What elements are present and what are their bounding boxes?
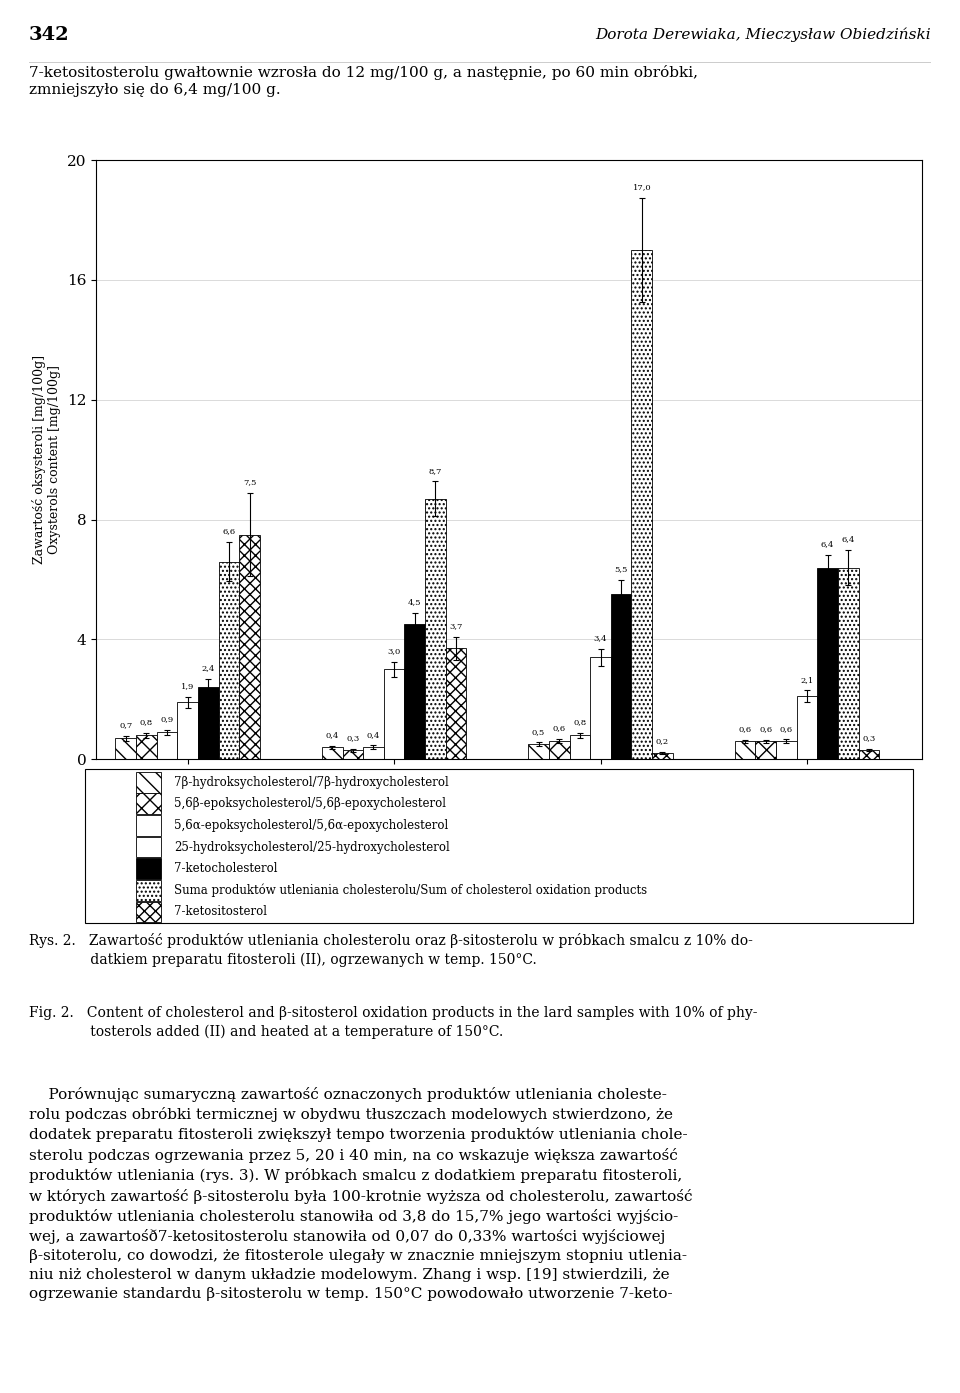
Bar: [734, 741, 756, 759]
X-axis label: Czas obróbki termicznej [minuty]
Time of thermal processing [minutes]: Czas obróbki termicznej [minuty] Time of…: [375, 791, 642, 822]
Bar: [858, 751, 879, 759]
Text: 2,4: 2,4: [202, 664, 215, 673]
Text: 5,6β-epoksycholesterol/5,6β-epoxycholesterol: 5,6β-epoksycholesterol/5,6β-epoxycholest…: [174, 797, 446, 811]
Bar: [838, 567, 858, 759]
Bar: [425, 499, 445, 759]
Bar: [549, 741, 569, 759]
Text: 0,3: 0,3: [347, 734, 359, 742]
Text: 6,6: 6,6: [223, 528, 235, 535]
Text: 7-ketositosterolu gwałtownie wzrosła do 12 mg/100 g, a następnie, po 60 min obró: 7-ketositosterolu gwałtownie wzrosła do …: [29, 65, 698, 96]
Bar: [136, 736, 156, 759]
Bar: [198, 687, 219, 759]
Text: 0,4: 0,4: [325, 731, 339, 740]
Text: 6,4: 6,4: [821, 540, 834, 549]
Bar: [404, 624, 425, 759]
Text: 7,5: 7,5: [243, 478, 256, 486]
Bar: [156, 733, 178, 759]
Text: 0,6: 0,6: [759, 726, 772, 733]
Text: 0,4: 0,4: [367, 731, 380, 738]
Text: 0,8: 0,8: [140, 719, 153, 726]
Text: 342: 342: [29, 26, 69, 43]
Bar: [322, 747, 343, 759]
Bar: [611, 595, 632, 759]
Text: 7β-hydroksycholesterol/7β-hydroxycholesterol: 7β-hydroksycholesterol/7β-hydroxycholest…: [174, 776, 448, 788]
Text: 3,4: 3,4: [594, 634, 608, 642]
Bar: [776, 741, 797, 759]
Bar: [756, 741, 776, 759]
Bar: [136, 772, 161, 793]
Bar: [136, 815, 161, 836]
Text: 2,1: 2,1: [801, 676, 813, 684]
Text: Dorota Derewiaka, Mieczysław Obiedziński: Dorota Derewiaka, Mieczysław Obiedziński: [595, 28, 931, 42]
Bar: [445, 648, 467, 759]
Bar: [178, 702, 198, 759]
Text: Fig. 2.   Content of cholesterol and β-sitosterol oxidation products in the lard: Fig. 2. Content of cholesterol and β-sit…: [29, 1006, 757, 1039]
Bar: [569, 736, 590, 759]
Text: 0,6: 0,6: [738, 726, 752, 733]
Bar: [136, 880, 161, 901]
Text: 7-ketositosterol: 7-ketositosterol: [174, 905, 267, 918]
Text: 3,7: 3,7: [449, 623, 463, 631]
Bar: [384, 669, 404, 759]
Bar: [239, 535, 260, 759]
Text: Suma produktów utleniania cholesterolu/Sum of cholesterol oxidation products: Suma produktów utleniania cholesterolu/S…: [174, 883, 647, 897]
Bar: [136, 858, 161, 879]
Bar: [343, 751, 363, 759]
Bar: [219, 561, 239, 759]
Text: 0,7: 0,7: [119, 722, 132, 730]
Text: 25-hydroksycholesterol/25-hydroxycholesterol: 25-hydroksycholesterol/25-hydroxycholest…: [174, 840, 449, 854]
Y-axis label: Zawartość oksysteroli [mg/100g]
Oxysterols content [mg/100g]: Zawartość oksysteroli [mg/100g] Oxystero…: [33, 355, 61, 564]
Bar: [528, 744, 549, 759]
Text: 0,8: 0,8: [573, 717, 587, 726]
Bar: [136, 837, 161, 858]
Text: 6,4: 6,4: [842, 535, 855, 543]
Text: 0,9: 0,9: [160, 715, 174, 723]
Bar: [136, 901, 161, 922]
Text: 7-ketocholesterol: 7-ketocholesterol: [174, 862, 277, 875]
Text: 4,5: 4,5: [408, 599, 421, 606]
Text: 17,0: 17,0: [633, 182, 651, 191]
Bar: [115, 738, 136, 759]
Text: 5,6α-epoksycholesterol/5,6α-epoxycholesterol: 5,6α-epoksycholesterol/5,6α-epoxycholest…: [174, 819, 448, 832]
Text: 0,6: 0,6: [780, 724, 793, 733]
Text: 0,2: 0,2: [656, 737, 669, 745]
Text: Porównując sumaryczną zawartość oznaczonych produktów utleniania choleste-
rolu : Porównując sumaryczną zawartość oznaczon…: [29, 1087, 692, 1301]
Bar: [652, 754, 673, 759]
Bar: [363, 747, 384, 759]
FancyBboxPatch shape: [85, 769, 913, 924]
Text: 0,5: 0,5: [532, 727, 545, 736]
Text: 5,5: 5,5: [614, 566, 628, 574]
Text: Rys. 2.   Zawartość produktów utleniania cholesterolu oraz β-sitosterolu w próbk: Rys. 2. Zawartość produktów utleniania c…: [29, 933, 753, 967]
Text: 3,0: 3,0: [388, 648, 400, 655]
Bar: [797, 696, 817, 759]
Text: 1,9: 1,9: [181, 683, 195, 691]
Bar: [590, 657, 611, 759]
Bar: [817, 567, 838, 759]
Bar: [632, 251, 652, 759]
Text: 8,7: 8,7: [429, 467, 443, 475]
Text: 0,6: 0,6: [553, 724, 565, 733]
Text: 0,3: 0,3: [862, 734, 876, 742]
Bar: [136, 794, 161, 814]
